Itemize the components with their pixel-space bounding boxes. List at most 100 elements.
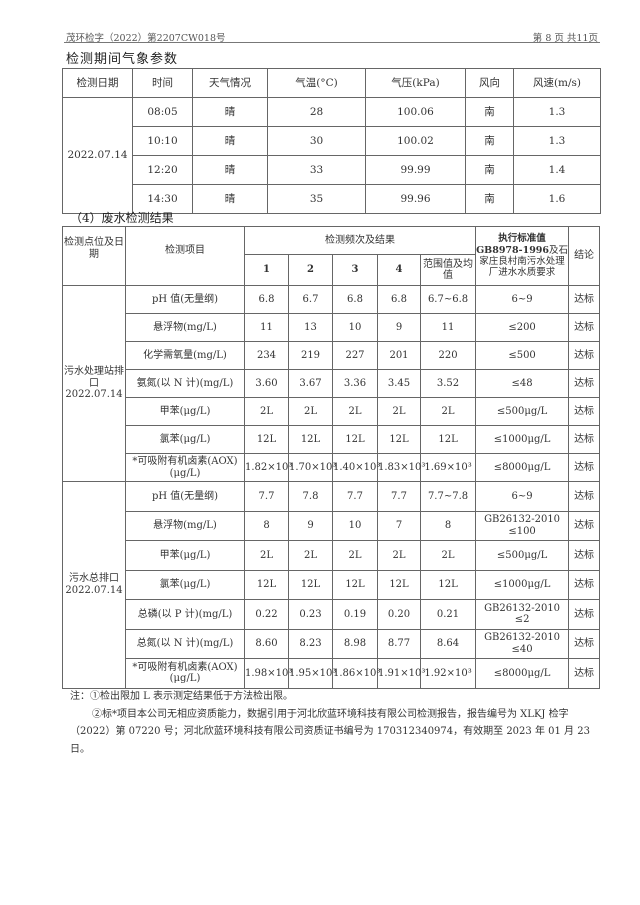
result-4: 3.45 (377, 369, 421, 398)
standard: ≤8000μg/L (475, 453, 570, 482)
hdr-point: 检测点位及日期 (62, 226, 126, 286)
table-row: 悬浮物(mg/L) 11 13 10 9 11 ≤200 达标 (63, 313, 601, 342)
conclusion: 达标 (568, 481, 601, 512)
range-mean: 1.69×10³ (419, 453, 477, 482)
location-date: 2022.07.14 (65, 389, 123, 401)
result-3: 2L (332, 540, 378, 571)
result-1: 3.60 (244, 369, 289, 398)
result-4: 0.20 (377, 599, 421, 630)
result-4: 2L (377, 397, 421, 426)
temperature: 28 (267, 97, 366, 127)
result-3: 10 (332, 313, 378, 342)
result-1: 8 (244, 510, 289, 541)
item: 甲苯(μg/L) (125, 540, 245, 571)
wind-speed: 1.4 (513, 155, 601, 185)
result-3: 1.40×10³ (332, 453, 380, 482)
result-4: 1.91×10³ (377, 658, 425, 689)
hdr-standard-code: 执行标准值 GB8978-1996 (476, 233, 550, 256)
col-weather: 天气情况 (192, 68, 268, 98)
standard: ≤1000μg/L (475, 569, 570, 600)
standard: ≤8000μg/L (475, 658, 570, 689)
location-date: 2022.07.14 (65, 584, 123, 596)
result-2: 219 (288, 341, 333, 370)
item: *可吸附有机卤素(AOX)(μg/L) (125, 453, 245, 482)
range-mean: 11 (419, 313, 477, 342)
notes: 注：①检出限加 L 表示测定结果低于方法检出限。 ②标*项目本公司无相应资质能力… (70, 688, 598, 758)
result-2: 3.67 (288, 369, 333, 398)
wind-speed: 1.6 (513, 184, 601, 214)
result-2: 12L (288, 425, 333, 454)
table-row: 甲苯(μg/L) 2L 2L 2L 2L 2L ≤500μg/L 达标 (63, 540, 601, 571)
result-2: 1.95×10³ (288, 658, 336, 689)
pressure: 99.96 (365, 184, 466, 214)
result-1: 12L (244, 425, 289, 454)
wind-speed: 1.3 (513, 97, 601, 127)
result-4: 2L (377, 540, 421, 571)
wastewater-table: 检测点位及日期 检测项目 检测频次及结果 执行标准值 GB8978-1996及石… (62, 226, 601, 689)
location-name: 污水总排口 (69, 573, 119, 585)
note-1: 注：①检出限加 L 表示测定结果低于方法检出限。 (70, 691, 293, 702)
result-4: 12L (377, 425, 421, 454)
wind-direction: 南 (465, 97, 514, 127)
item: 氨氮(以 N 计)(mg/L) (125, 369, 245, 398)
table-row: 悬浮物(mg/L) 8 9 10 7 8 GB26132-2010 ≤100 达标 (63, 510, 601, 541)
location-cell: 污水总排口 2022.07.14 (62, 481, 126, 689)
result-2: 13 (288, 313, 333, 342)
result-3: 10 (332, 510, 378, 541)
standard: GB26132-2010 ≤40 (475, 628, 570, 659)
range-mean: 8.64 (419, 628, 477, 659)
pressure: 100.06 (365, 97, 466, 127)
hdr-frequency: 检测频次及结果 (243, 226, 477, 255)
standard: 6~9 (475, 285, 570, 314)
result-3: 0.19 (332, 599, 378, 630)
weather-table: 检测日期 时间 天气情况 气温(°C) 气压(kPa) 风向 风速(m/s) 2… (62, 68, 601, 214)
range-mean: 3.52 (419, 369, 477, 398)
result-3: 12L (332, 569, 378, 600)
weather-header-row: 检测日期 时间 天气情况 气温(°C) 气压(kPa) 风向 风速(m/s) (62, 68, 601, 98)
document-number: 茂环检字（2022）第2207CW018号 (66, 33, 226, 44)
result-3: 3.36 (332, 369, 378, 398)
weather: 晴 (192, 126, 268, 156)
result-1: 6.8 (244, 285, 289, 314)
hdr-range: 范围值及均值 (419, 254, 477, 286)
standard: 6~9 (475, 481, 570, 512)
item: 悬浮物(mg/L) (125, 313, 245, 342)
conclusion: 达标 (568, 313, 601, 342)
table-row: 总磷(以 P 计)(mg/L) 0.22 0.23 0.19 0.20 0.21 GB261… (63, 599, 601, 630)
hdr-n3: 3 (332, 254, 378, 286)
col-date: 检测日期 (62, 68, 133, 98)
result-1: 12L (244, 569, 289, 600)
location-name: 污水处理站排口 (64, 366, 124, 389)
pressure: 99.99 (365, 155, 466, 185)
col-wind-dir: 风向 (465, 68, 514, 98)
range-mean: 8 (419, 510, 477, 541)
col-time: 时间 (132, 68, 193, 98)
table-row: 化学需氧量(mg/L) 234 219 227 201 220 ≤500 达标 (63, 341, 601, 370)
conclusion: 达标 (568, 658, 601, 689)
table-row: 甲苯(μg/L) 2L 2L 2L 2L 2L ≤500μg/L 达标 (63, 397, 601, 426)
result-4: 201 (377, 341, 421, 370)
result-2: 2L (288, 397, 333, 426)
result-1: 2L (244, 540, 289, 571)
result-4: 7 (377, 510, 421, 541)
col-temp: 气温(°C) (267, 68, 366, 98)
wind-direction: 南 (465, 184, 514, 214)
range-mean: 220 (419, 341, 477, 370)
result-3: 12L (332, 425, 378, 454)
col-wind-speed: 风速(m/s) (513, 68, 601, 98)
conclusion: 达标 (568, 540, 601, 571)
weather: 晴 (192, 184, 268, 214)
result-3: 227 (332, 341, 378, 370)
pressure: 100.02 (365, 126, 466, 156)
result-2: 12L (288, 569, 333, 600)
range-mean: 2L (419, 540, 477, 571)
result-1: 7.7 (244, 481, 289, 512)
temperature: 33 (267, 155, 366, 185)
weather-row: 14:30 晴 35 99.96 南 1.6 (63, 184, 601, 214)
conclusion: 达标 (568, 369, 601, 398)
table-row: 氨氮(以 N 计)(mg/L) 3.60 3.67 3.36 3.45 3.52 ≤48 达标 (63, 369, 601, 398)
result-4: 12L (377, 569, 421, 600)
result-1: 11 (244, 313, 289, 342)
standard: ≤500 (475, 341, 570, 370)
temperature: 35 (267, 184, 366, 214)
